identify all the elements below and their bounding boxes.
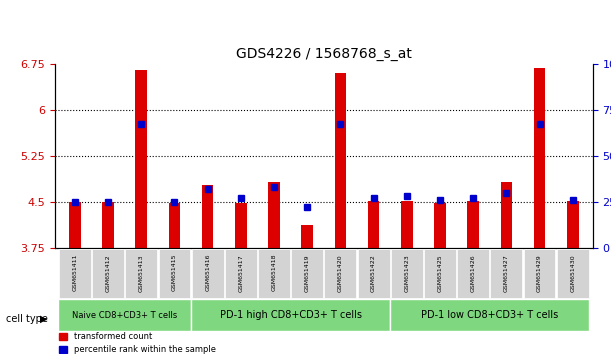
FancyBboxPatch shape (125, 249, 157, 298)
FancyBboxPatch shape (291, 249, 323, 298)
Text: Naive CD8+CD3+ T cells: Naive CD8+CD3+ T cells (72, 310, 177, 320)
Bar (434, 203, 446, 248)
FancyBboxPatch shape (258, 249, 290, 298)
Text: GSM651413: GSM651413 (139, 254, 144, 292)
Bar (169, 203, 180, 248)
Text: GSM651420: GSM651420 (338, 254, 343, 292)
Bar (202, 184, 213, 248)
Text: ▶: ▶ (40, 314, 47, 324)
Text: PD-1 high CD8+CD3+ T cells: PD-1 high CD8+CD3+ T cells (219, 310, 362, 320)
Text: GSM651426: GSM651426 (470, 254, 476, 292)
FancyBboxPatch shape (557, 249, 588, 298)
FancyBboxPatch shape (92, 249, 124, 298)
FancyBboxPatch shape (491, 249, 522, 298)
Bar (69, 202, 81, 248)
Bar (235, 203, 247, 248)
Bar (534, 68, 546, 248)
FancyBboxPatch shape (390, 299, 590, 331)
Text: GSM651416: GSM651416 (205, 254, 210, 291)
Text: GSM651422: GSM651422 (371, 254, 376, 292)
Text: GSM651430: GSM651430 (570, 254, 575, 292)
Bar (368, 201, 379, 248)
FancyBboxPatch shape (191, 299, 390, 331)
Bar (301, 225, 313, 248)
FancyBboxPatch shape (324, 249, 356, 298)
FancyBboxPatch shape (158, 249, 191, 298)
FancyBboxPatch shape (524, 249, 555, 298)
Bar (102, 202, 114, 248)
Bar (500, 182, 512, 248)
FancyBboxPatch shape (59, 249, 91, 298)
FancyBboxPatch shape (225, 249, 257, 298)
Text: GSM651415: GSM651415 (172, 254, 177, 291)
Text: GSM651412: GSM651412 (106, 254, 111, 292)
Text: GSM651427: GSM651427 (504, 254, 509, 292)
Text: GSM651429: GSM651429 (537, 254, 542, 292)
FancyBboxPatch shape (457, 249, 489, 298)
Text: GSM651419: GSM651419 (305, 254, 310, 292)
FancyBboxPatch shape (424, 249, 456, 298)
FancyBboxPatch shape (192, 249, 224, 298)
Title: GDS4226 / 1568768_s_at: GDS4226 / 1568768_s_at (236, 47, 412, 61)
Text: PD-1 low CD8+CD3+ T cells: PD-1 low CD8+CD3+ T cells (421, 310, 558, 320)
FancyBboxPatch shape (58, 299, 191, 331)
Bar (567, 201, 579, 248)
Text: GSM651411: GSM651411 (73, 254, 78, 291)
Bar (136, 70, 147, 248)
Bar (401, 201, 412, 248)
Bar (467, 201, 479, 248)
Text: GSM651425: GSM651425 (437, 254, 442, 292)
FancyBboxPatch shape (357, 249, 390, 298)
Bar (335, 73, 346, 248)
FancyBboxPatch shape (391, 249, 423, 298)
Legend: transformed count, percentile rank within the sample: transformed count, percentile rank withi… (59, 332, 216, 354)
Text: GSM651418: GSM651418 (271, 254, 277, 291)
Bar (268, 182, 280, 248)
Text: GSM651423: GSM651423 (404, 254, 409, 292)
Text: GSM651417: GSM651417 (238, 254, 243, 292)
Text: cell type: cell type (6, 314, 48, 324)
